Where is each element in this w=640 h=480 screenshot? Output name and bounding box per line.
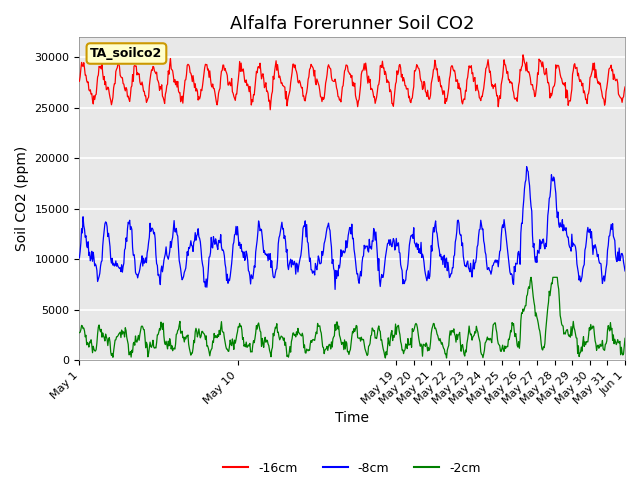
X-axis label: Time: Time xyxy=(335,411,369,425)
Title: Alfalfa Forerunner Soil CO2: Alfalfa Forerunner Soil CO2 xyxy=(230,15,474,33)
Text: TA_soilco2: TA_soilco2 xyxy=(90,47,163,60)
Y-axis label: Soil CO2 (ppm): Soil CO2 (ppm) xyxy=(15,146,29,252)
Legend: -16cm, -8cm, -2cm: -16cm, -8cm, -2cm xyxy=(218,456,486,480)
